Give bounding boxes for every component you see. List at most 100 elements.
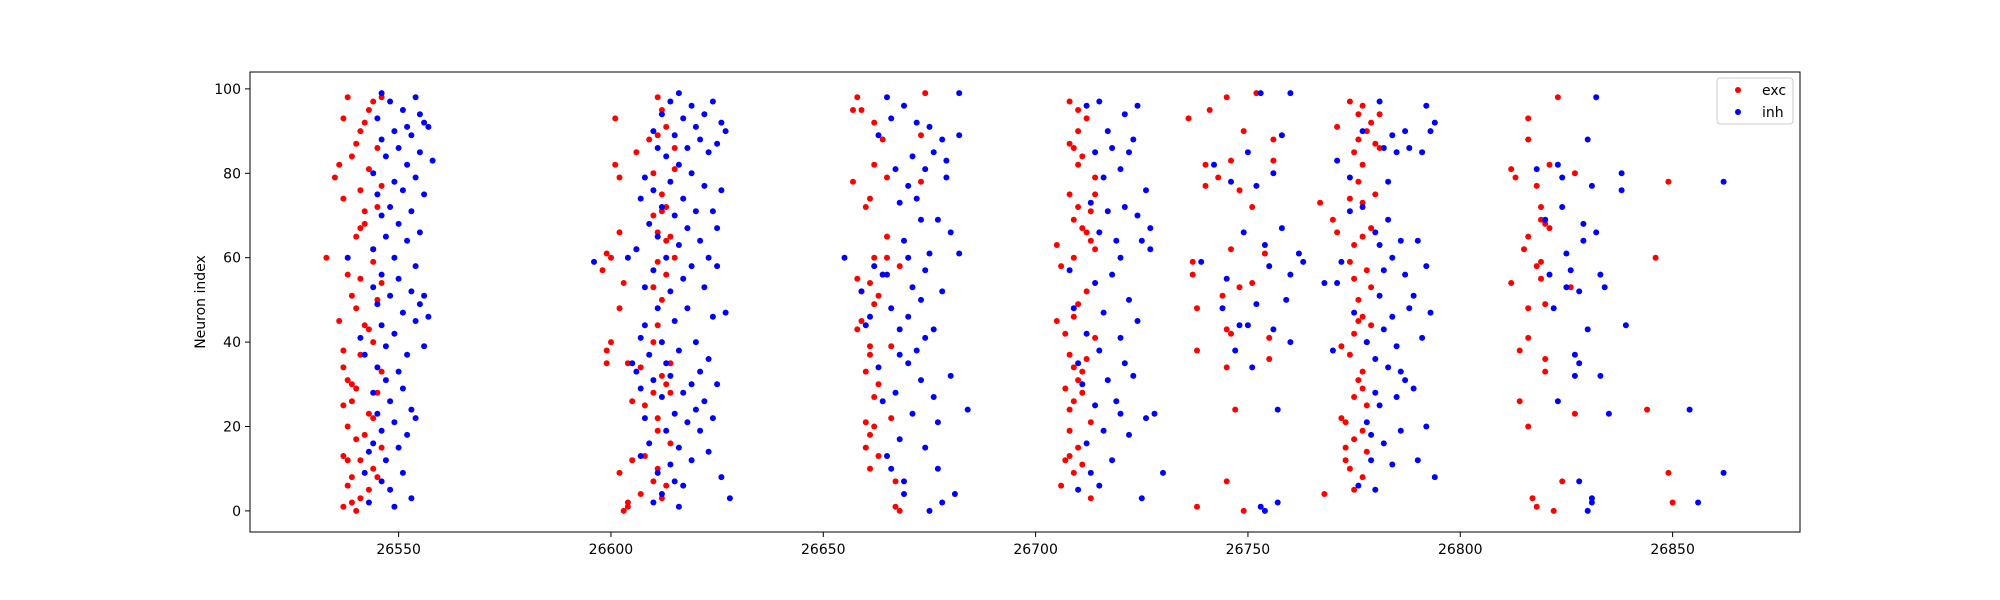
point-inh [1087,199,1094,206]
point-exc [1206,107,1213,113]
point-inh [646,440,653,447]
point-exc [1542,220,1549,227]
point-inh [714,225,721,232]
point-inh [1414,457,1421,464]
point-inh [1143,415,1149,422]
point-exc [1533,263,1540,270]
point-exc [1253,90,1260,97]
point-inh [399,309,406,316]
legend-marker-inh [1735,109,1741,115]
point-exc [637,491,644,497]
point-exc [1334,123,1341,130]
point-inh [421,119,428,126]
point-inh [675,242,682,248]
point-inh [641,322,648,329]
point-inh [629,360,636,367]
point-inh [663,360,670,367]
point-inh [680,389,687,396]
point-exc [654,415,661,422]
point-exc [1334,229,1341,236]
point-exc [1525,334,1532,341]
point-inh [684,145,691,151]
point-exc [862,204,869,210]
point-inh [408,495,415,502]
point-inh [697,136,704,143]
point-inh [374,191,381,198]
point-inh [1283,296,1290,303]
point-inh [1096,229,1103,236]
point-inh [1117,254,1124,261]
point-exc [1542,301,1549,308]
point-exc [1351,394,1358,400]
point-exc [671,145,678,151]
point-inh [956,90,963,97]
point-inh [646,351,653,358]
point-inh [722,309,729,316]
point-inh [404,431,411,438]
point-inh [1380,267,1387,274]
point-exc [370,465,377,472]
point-exc [875,292,882,299]
point-inh [412,263,419,270]
point-inh [1096,347,1103,354]
point-inh [1295,250,1302,257]
point-inh [399,385,406,392]
point-inh [718,119,725,126]
x-tick-label: 26800 [1438,542,1483,558]
point-inh [365,499,372,506]
point-inh [1138,237,1145,244]
point-inh [1334,280,1341,286]
point-inh [922,166,929,173]
point-exc [871,301,878,308]
point-exc [650,284,657,291]
point-inh [387,204,394,210]
point-inh [926,123,933,130]
point-inh [701,398,708,405]
point-inh [1389,313,1396,320]
point-inh [680,115,687,122]
point-inh [416,149,423,156]
point-inh [1100,427,1107,434]
point-inh [922,267,929,274]
point-inh [884,94,890,101]
point-exc [370,98,377,105]
point-inh [395,368,402,375]
point-exc [348,153,355,160]
point-inh [344,254,351,261]
point-inh [421,343,428,350]
point-exc [629,457,636,464]
point-exc [867,465,873,472]
point-exc [1342,457,1349,464]
point-inh [1376,98,1383,105]
point-exc [1215,174,1222,181]
point-inh [1368,431,1375,438]
point-exc [361,208,368,215]
point-inh [939,136,946,143]
point-exc [608,254,614,261]
point-inh [701,111,708,118]
point-exc [1070,145,1077,151]
point-exc [1665,178,1672,185]
point-inh [918,377,924,384]
point-inh [1695,499,1702,506]
point-inh [658,394,665,400]
point-inh [688,170,695,177]
point-inh [1376,242,1383,248]
point-inh [718,187,725,194]
point-inh [675,444,682,451]
point-exc [353,305,360,312]
point-inh [1104,208,1111,215]
point-inh [879,398,886,405]
point-exc [323,254,330,261]
point-exc [1355,377,1362,384]
point-exc [1368,322,1375,329]
point-exc [884,254,890,261]
point-exc [1062,457,1069,464]
point-exc [361,220,368,227]
point-exc [353,385,360,392]
point-exc [1070,254,1077,261]
point-exc [1079,153,1086,160]
point-inh [378,322,385,329]
point-exc [608,339,614,346]
point-exc [357,457,364,464]
